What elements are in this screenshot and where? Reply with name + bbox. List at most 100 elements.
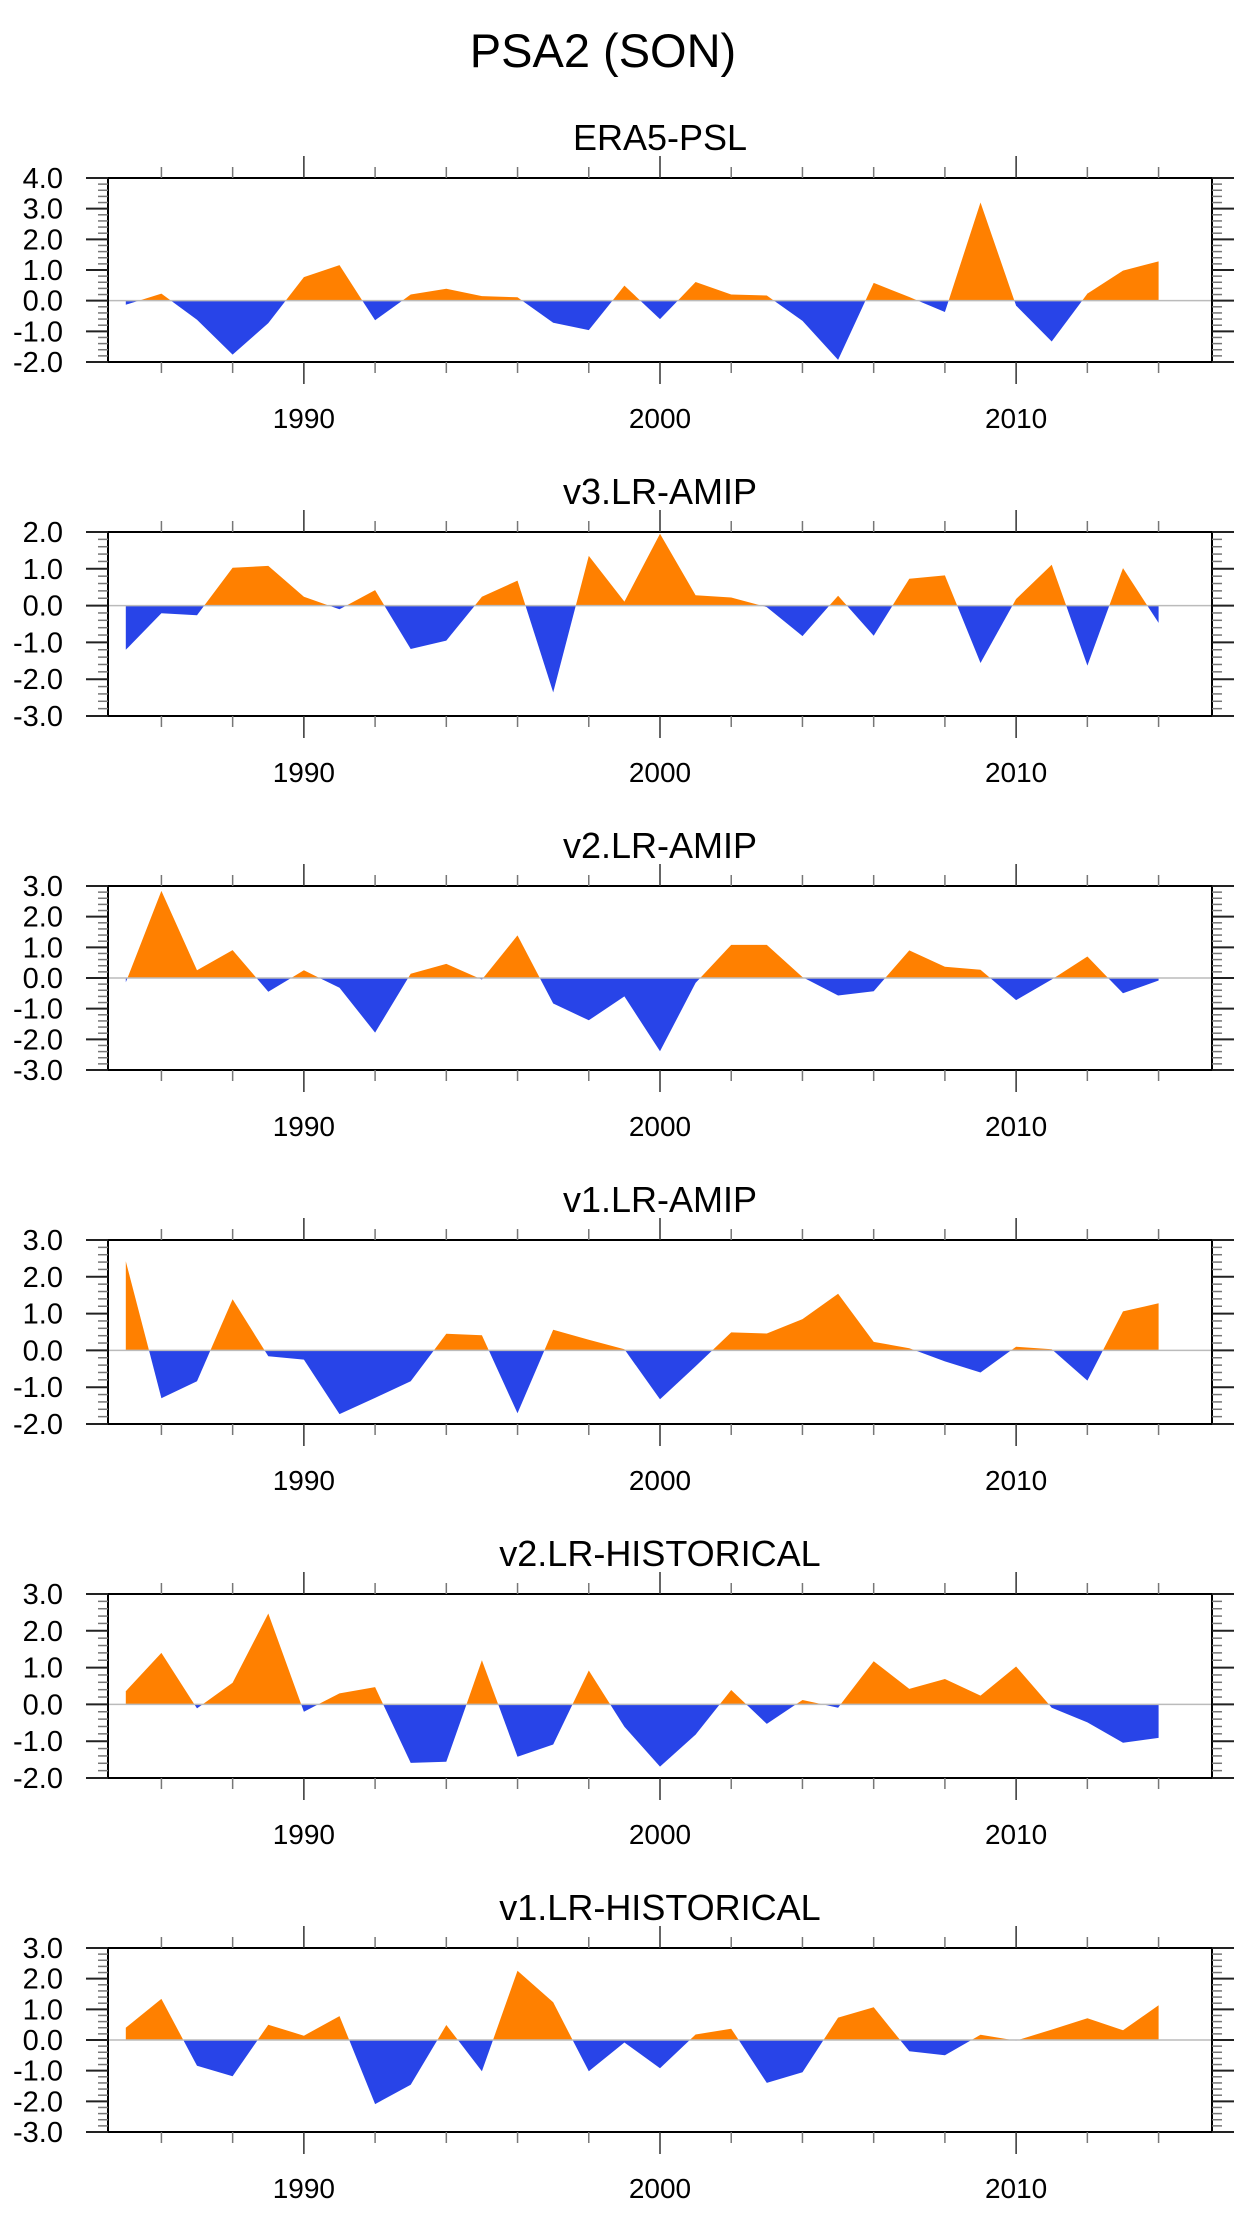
positive-area [971, 2034, 1013, 2040]
negative-area [522, 300, 613, 331]
y-tick-label: -1.0 [13, 1372, 63, 1404]
positive-area [493, 1970, 573, 2040]
negative-area [610, 1704, 720, 1767]
negative-area [1053, 1350, 1103, 1381]
negative-area [625, 1350, 713, 1400]
positive-area [408, 963, 479, 978]
positive-area [1012, 564, 1067, 606]
x-tick-label: 2000 [629, 1819, 691, 1850]
positive-area [1082, 261, 1159, 301]
negative-area [1014, 300, 1083, 342]
positive-area [127, 890, 257, 978]
panel-title: v1.LR-HISTORICAL [499, 1887, 820, 1928]
positive-area [483, 935, 540, 978]
positive-area [823, 2007, 901, 2040]
y-tick-label: 2.0 [23, 517, 63, 549]
x-tick-label: 2010 [985, 1111, 1047, 1142]
positive-area [346, 590, 385, 606]
negative-area [640, 300, 678, 320]
chart-panel: v1.LR-AMIP 3.0 2.0 1.0 0.0 -1.0 -2.0 1990 2000 20… [13, 1179, 1234, 1496]
negative-area [319, 978, 409, 1033]
negative-area [1147, 605, 1159, 623]
negative-area [957, 605, 1013, 663]
y-tick-label: -2.0 [13, 664, 63, 696]
panel-title: v3.LR-AMIP [563, 471, 757, 512]
positive-area [402, 288, 523, 301]
positive-area [575, 533, 762, 606]
positive-area [1102, 1303, 1159, 1351]
x-tick-label: 1990 [273, 1819, 335, 1850]
x-tick-label: 1990 [273, 403, 335, 434]
y-tick-label: 3.0 [23, 194, 63, 226]
chart-panel: v3.LR-AMIP 2.0 1.0 0.0 -1.0 -2.0 -3.0 1990 2000 2… [13, 471, 1234, 788]
panel-title: ERA5-PSL [573, 117, 747, 158]
negative-area [329, 605, 347, 610]
positive-area [125, 1261, 149, 1351]
negative-area [572, 2040, 690, 2072]
positive-area [466, 1660, 499, 1705]
negative-area [990, 978, 1055, 1001]
negative-area [194, 1704, 203, 1709]
negative-area [525, 605, 576, 693]
y-tick-label: -3.0 [13, 1055, 63, 1087]
positive-area [689, 2028, 739, 2040]
positive-area [829, 595, 847, 606]
negative-area [183, 2040, 258, 2077]
negative-area [918, 300, 949, 312]
y-tick-label: -2.0 [13, 347, 63, 379]
positive-area [202, 1613, 302, 1705]
x-tick-label: 2010 [985, 1819, 1047, 1850]
negative-area [774, 300, 866, 360]
x-tick-label: 2010 [985, 1465, 1047, 1496]
positive-area [291, 970, 320, 978]
x-tick-label: 2010 [985, 2173, 1047, 2204]
y-tick-label: 2.0 [23, 1616, 63, 1648]
x-tick-label: 2000 [629, 2173, 691, 2204]
x-tick-label: 2010 [985, 757, 1047, 788]
positive-area [885, 950, 991, 978]
y-tick-label: 0.0 [23, 1335, 63, 1367]
y-tick-label: 1.0 [23, 554, 63, 586]
y-tick-label: -1.0 [13, 627, 63, 659]
y-tick-label: -1.0 [13, 316, 63, 348]
positive-area [865, 282, 918, 301]
positive-area [257, 2016, 350, 2040]
positive-area [572, 1670, 611, 1705]
y-tick-label: 0.0 [23, 286, 63, 318]
y-tick-label: 3.0 [23, 1933, 63, 1965]
negative-area [149, 1350, 211, 1399]
negative-area [125, 605, 205, 650]
positive-area [840, 1661, 1049, 1705]
y-tick-label: 1.0 [23, 255, 63, 287]
positive-area [318, 1687, 384, 1705]
negative-area [900, 2040, 972, 2056]
positive-area [677, 282, 775, 301]
y-tick-label: 4.0 [23, 163, 63, 195]
negative-area [171, 300, 286, 355]
negative-area [264, 1350, 434, 1415]
positive-area [125, 1652, 195, 1705]
x-tick-label: 1990 [273, 2173, 335, 2204]
positive-area [1109, 568, 1148, 606]
panel-title: v2.LR-HISTORICAL [499, 1533, 820, 1574]
y-tick-label: 2.0 [23, 1262, 63, 1294]
negative-area [301, 1704, 319, 1712]
negative-area [1048, 1704, 1159, 1743]
positive-area [1054, 956, 1109, 978]
y-tick-label: -2.0 [13, 1763, 63, 1795]
panel-title: v1.LR-AMIP [563, 1179, 757, 1220]
chart-panel: v1.LR-HISTORICAL 3.02.01.00.0-1.0-2.0-3.0… [13, 1887, 1234, 2204]
negative-area [539, 978, 701, 1052]
negative-area [349, 2040, 438, 2105]
negative-area [383, 1704, 467, 1763]
y-tick-label: 3.0 [23, 871, 63, 903]
positive-area [892, 575, 958, 606]
x-tick-label: 1990 [273, 757, 335, 788]
y-tick-label: -1.0 [13, 1726, 63, 1758]
y-tick-label: 2.0 [23, 224, 63, 256]
negative-area [488, 1350, 545, 1414]
y-tick-label: 3.0 [23, 1225, 63, 1257]
positive-area [285, 265, 363, 301]
y-tick-label: -3.0 [13, 2117, 63, 2149]
